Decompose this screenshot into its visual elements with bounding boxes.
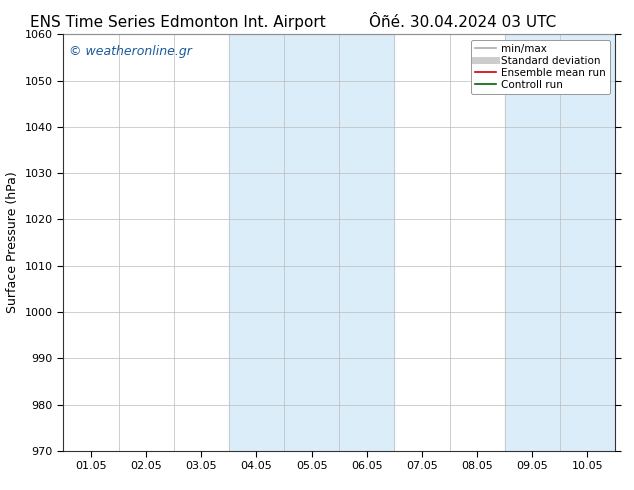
Text: Ôñé. 30.04.2024 03 UTC: Ôñé. 30.04.2024 03 UTC (369, 15, 557, 30)
Bar (229, 34, 394, 451)
Legend: min/max, Standard deviation, Ensemble mean run, Controll run: min/max, Standard deviation, Ensemble me… (470, 40, 610, 94)
Y-axis label: Surface Pressure (hPa): Surface Pressure (hPa) (6, 172, 19, 314)
Text: ENS Time Series Edmonton Int. Airport: ENS Time Series Edmonton Int. Airport (30, 15, 325, 30)
Bar (505, 34, 615, 451)
Text: © weatheronline.gr: © weatheronline.gr (69, 45, 192, 58)
